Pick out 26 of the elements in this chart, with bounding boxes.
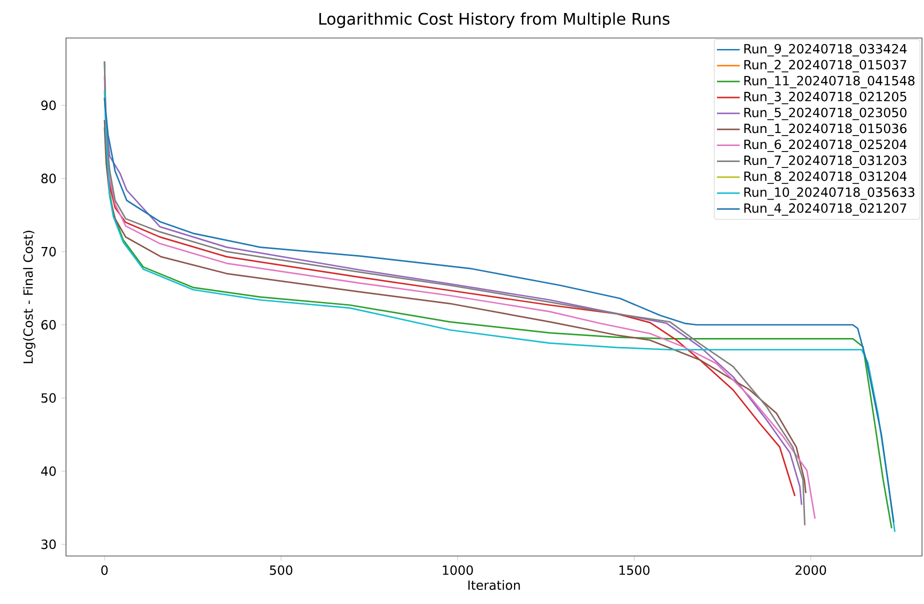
legend-label: Run_5_20240718_023050: [744, 108, 906, 120]
y-tick-label: 90: [41, 100, 56, 110]
y-tick-label: 30: [41, 539, 56, 550]
legend-label: Run_7_20240718_031203: [744, 156, 906, 168]
legend-label: Run_4_20240718_021207: [744, 203, 906, 216]
legend-label: Run_1_20240718_015036: [744, 124, 906, 136]
x-axis-title: Iteration: [468, 580, 520, 590]
y-tick-label: 80: [41, 174, 56, 184]
legend-label: Run_11_20240718_041548: [744, 76, 914, 88]
x-tick-label: 1000: [442, 565, 473, 575]
legend-label: Run_6_20240718_025204: [744, 140, 907, 152]
y-tick-label: 70: [42, 246, 56, 256]
legend-label: Run_9_20240718_033424: [744, 44, 907, 56]
x-tick-label: 500: [270, 565, 292, 575]
chart-title: Logarithmic Cost History from Multiple Runs: [319, 12, 670, 28]
legend-label: Run_8_20240718_031204: [744, 171, 907, 184]
y-tick-label: 50: [41, 393, 56, 403]
y-tick-label: 40: [41, 466, 56, 476]
y-axis-title: Log(Cost - Final Cost): [23, 230, 36, 364]
legend-label: Run_10_20240718_035633: [744, 187, 914, 200]
x-tick-label: 1500: [619, 565, 650, 575]
legend-label: Run_2_20240718_015037: [744, 60, 906, 72]
y-tick-label: 60: [41, 320, 56, 330]
x-tick-label: 2000: [796, 565, 826, 575]
legend-label: Run_3_20240718_021205: [744, 92, 906, 104]
x-tick-label: 0: [101, 565, 108, 575]
